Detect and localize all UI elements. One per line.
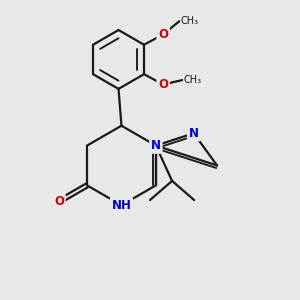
- Text: O: O: [158, 78, 168, 91]
- Text: CH₃: CH₃: [181, 16, 199, 26]
- Text: NH: NH: [112, 199, 131, 212]
- Text: N: N: [189, 127, 199, 140]
- Text: CH₃: CH₃: [184, 75, 202, 85]
- Text: O: O: [54, 195, 64, 208]
- Text: N: N: [151, 139, 161, 152]
- Text: O: O: [158, 28, 168, 41]
